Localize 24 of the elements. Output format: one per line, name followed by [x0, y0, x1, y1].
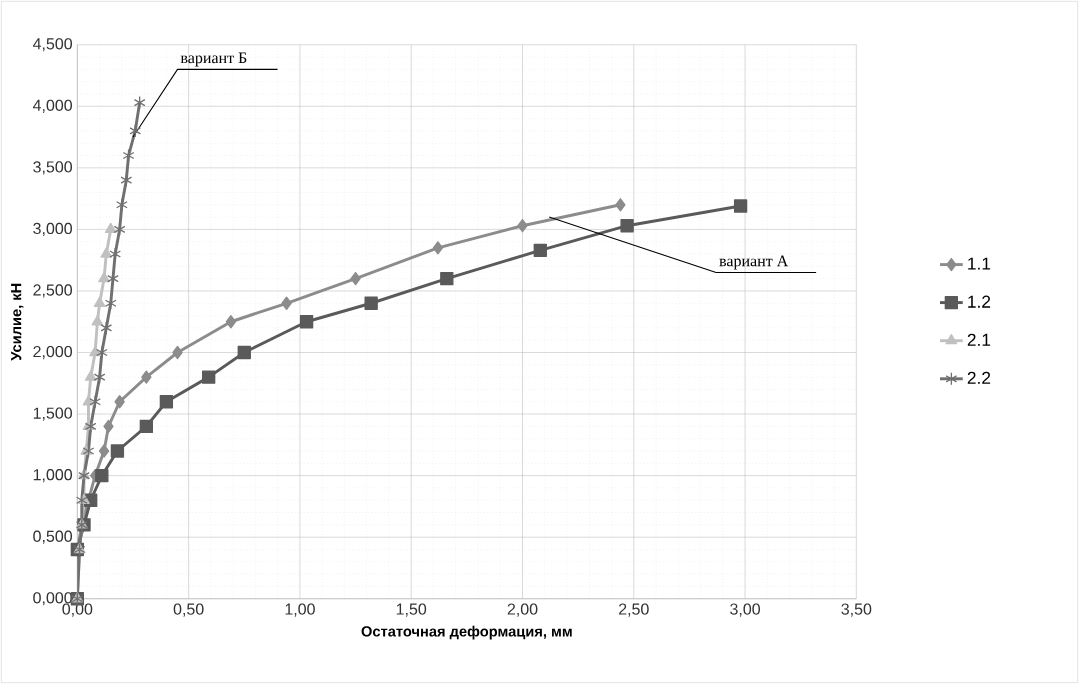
x-tick-label: 1,00 — [285, 603, 315, 617]
x-tick-label: 2,00 — [507, 603, 538, 617]
x-tick-label: 3,00 — [730, 603, 761, 617]
y-tick-label: 0,500 — [33, 530, 73, 544]
y-tick-label: 4,000 — [32, 99, 73, 113]
y-tick-label: 2,500 — [33, 284, 73, 298]
x-tick-label: 0,50 — [173, 603, 204, 617]
y-tick-label: 1,000 — [33, 469, 73, 483]
annotation: вариант А — [719, 255, 789, 270]
x-tick-label: 1,50 — [396, 603, 427, 617]
legend-label: 1.2 — [968, 295, 991, 308]
x-tick-label: 3,50 — [841, 603, 872, 617]
y-tick-label: 3,500 — [33, 161, 73, 175]
x-axis-title: Остаточная деформация, мм — [361, 625, 572, 640]
annotation: вариант Б — [180, 52, 247, 67]
legend-label: 2.2 — [967, 371, 991, 384]
y-tick-label: 4,500 — [32, 38, 73, 52]
x-tick-label: 2,50 — [619, 603, 649, 617]
y-tick-label: 2,000 — [33, 345, 73, 360]
y-tick-label: 3,000 — [33, 222, 73, 237]
legend-label: 2.1 — [967, 333, 991, 346]
legend-label: 1.1 — [968, 257, 991, 270]
y-axis-title: Усилие, кН — [11, 283, 24, 361]
y-tick-label: 1,500 — [33, 407, 73, 421]
